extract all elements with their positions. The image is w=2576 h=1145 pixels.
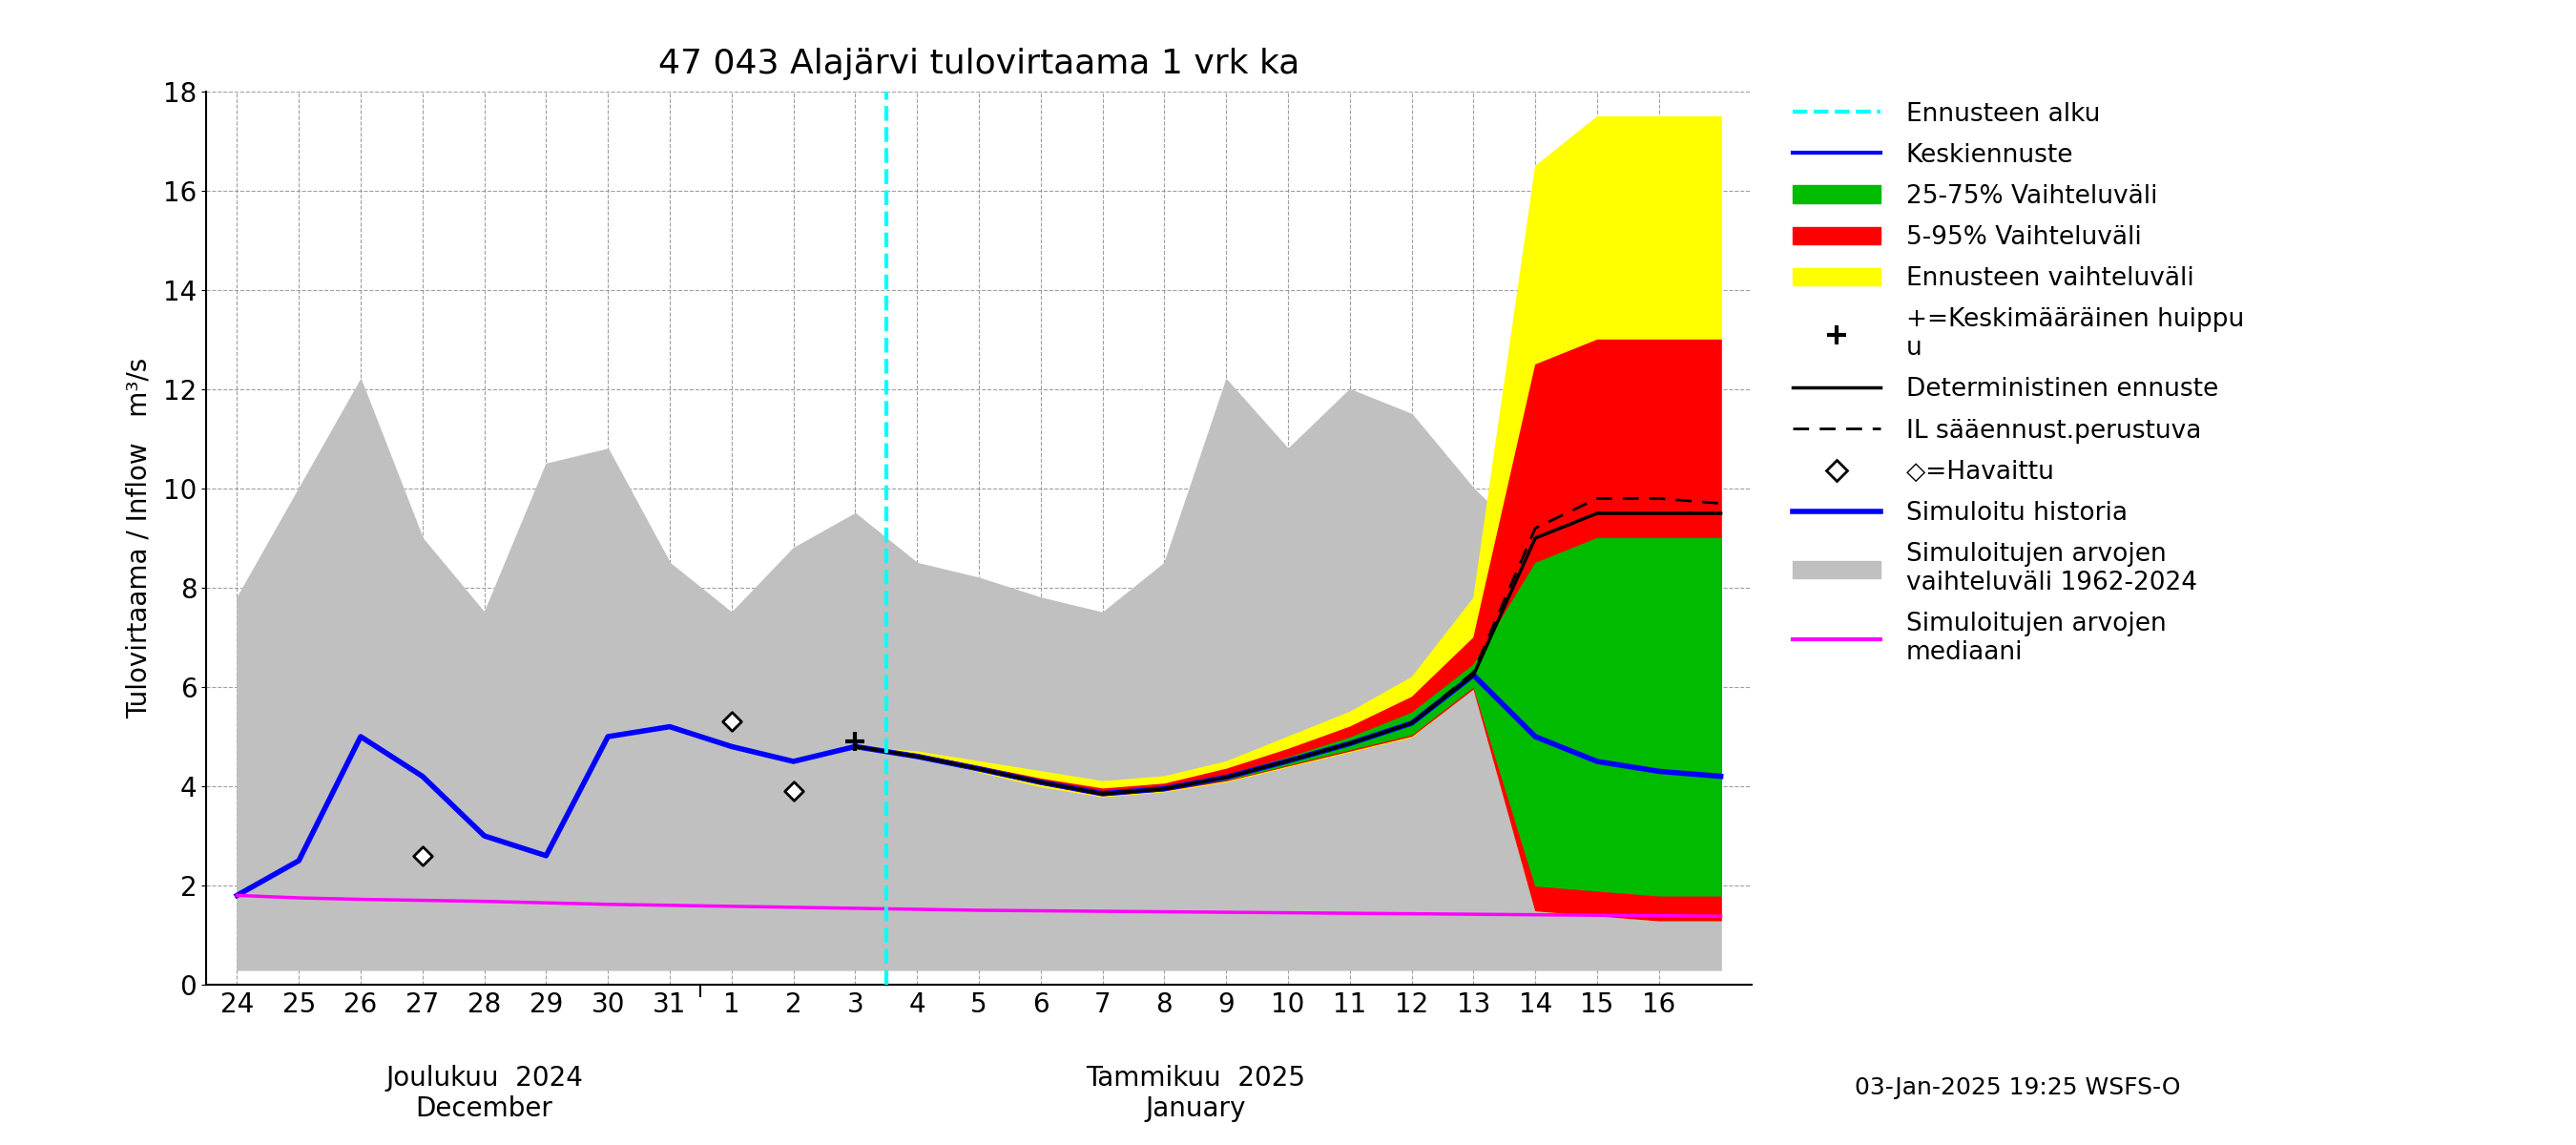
Text: 03-Jan-2025 19:25 WSFS-O: 03-Jan-2025 19:25 WSFS-O xyxy=(1855,1076,2179,1099)
Legend: Ennusteen alku, Keskiennuste, 25-75% Vaihteluväli, 5-95% Vaihteluväli, Ennusteen: Ennusteen alku, Keskiennuste, 25-75% Vai… xyxy=(1783,92,2254,676)
Y-axis label: Tulovirtaama / Inflow   m³/s: Tulovirtaama / Inflow m³/s xyxy=(126,357,152,719)
Point xyxy=(711,712,752,731)
Point xyxy=(402,846,443,864)
Title: 47 043 Alajärvi tulovirtaama 1 vrk ka: 47 043 Alajärvi tulovirtaama 1 vrk ka xyxy=(659,47,1298,80)
Text: Tammikuu  2025
January: Tammikuu 2025 January xyxy=(1084,1065,1306,1122)
Text: Joulukuu  2024
December: Joulukuu 2024 December xyxy=(386,1065,582,1122)
Point xyxy=(773,782,814,800)
